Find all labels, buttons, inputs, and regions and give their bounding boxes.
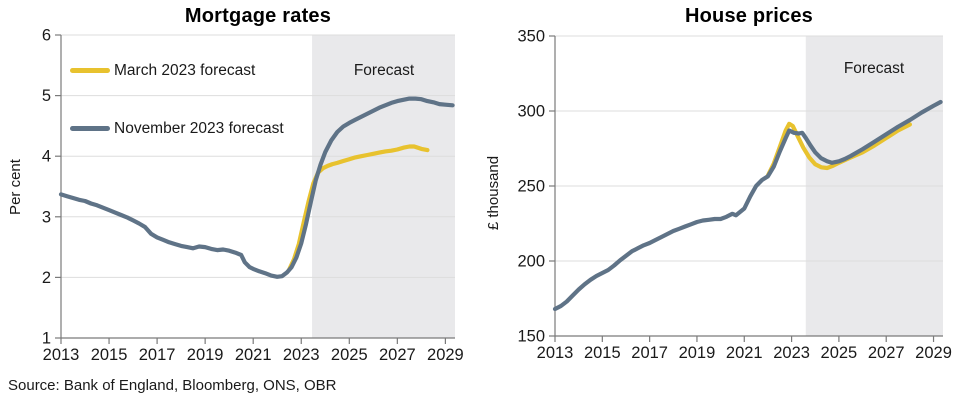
house-chart-title: House prices — [684, 5, 813, 27]
mortgage-rates-chart: 1 2 3 4 5 6 2013 2015 2017 2019 2021 2023 2025 2027 20… — [42, 27, 464, 365]
house-prices-chart: 150 200 250 300 350 2013 2015 2017 2019 2021 2023 2… — [517, 28, 952, 363]
legend-item-march-2023: March 2023 forecast — [70, 62, 255, 79]
x-tick-label: 2021 — [726, 344, 763, 362]
x-tick-label: 2027 — [868, 344, 905, 362]
mortgage-chart-title: Mortgage rates — [184, 5, 332, 27]
mortgage-forecast-label: Forecast — [353, 62, 415, 79]
x-tick-label: 2015 — [584, 344, 621, 362]
y-tick-label: 300 — [517, 103, 545, 121]
legend-label: November 2023 forecast — [114, 119, 284, 137]
series-line-november — [552, 99, 943, 312]
y-tick-label: 200 — [517, 253, 545, 271]
x-tick-label: 2023 — [283, 346, 320, 364]
y-tick-label: 250 — [517, 178, 545, 196]
series-line-march — [287, 144, 430, 272]
x-tick-label: 2029 — [915, 344, 952, 362]
x-tick-label: 2021 — [235, 346, 272, 364]
series-line-march — [765, 121, 912, 178]
y-tick-label: 4 — [42, 148, 51, 166]
x-tick-label: 2017 — [139, 346, 176, 364]
y-tick-label: 2 — [42, 269, 51, 287]
march-forecast-swatch — [70, 68, 110, 73]
y-tick-label: 6 — [42, 27, 51, 45]
x-tick-label: 2025 — [821, 344, 858, 362]
mortgage-y-axis-label: Per cent — [7, 159, 24, 215]
x-tick-label: 2017 — [631, 344, 668, 362]
house-forecast-label: Forecast — [843, 60, 905, 77]
x-tick-label: 2019 — [187, 346, 224, 364]
y-tick-label: 1 — [42, 330, 51, 348]
x-tick-label: 2015 — [91, 346, 128, 364]
y-tick-label: 5 — [42, 87, 51, 105]
legend-label: March 2023 forecast — [114, 61, 256, 79]
x-tick-label: 2025 — [331, 346, 368, 364]
x-tick-label: 2013 — [43, 346, 80, 364]
y-tick-label: 150 — [517, 328, 545, 346]
november-forecast-swatch — [70, 126, 110, 131]
series-line-november — [58, 96, 455, 279]
house-y-axis-label: £ thousand — [485, 155, 502, 231]
y-tick-label: 350 — [517, 28, 545, 46]
y-tick-label: 3 — [42, 208, 51, 226]
x-tick-label: 2027 — [379, 346, 416, 364]
forecast-band — [312, 35, 455, 338]
x-tick-label: 2019 — [679, 344, 716, 362]
x-tick-label: 2013 — [537, 344, 574, 362]
x-tick-label: 2023 — [773, 344, 810, 362]
x-tick-label: 2029 — [427, 346, 464, 364]
source-note: Source: Bank of England, Bloomberg, ONS,… — [8, 377, 337, 394]
legend-item-november-2023: November 2023 forecast — [70, 120, 284, 137]
